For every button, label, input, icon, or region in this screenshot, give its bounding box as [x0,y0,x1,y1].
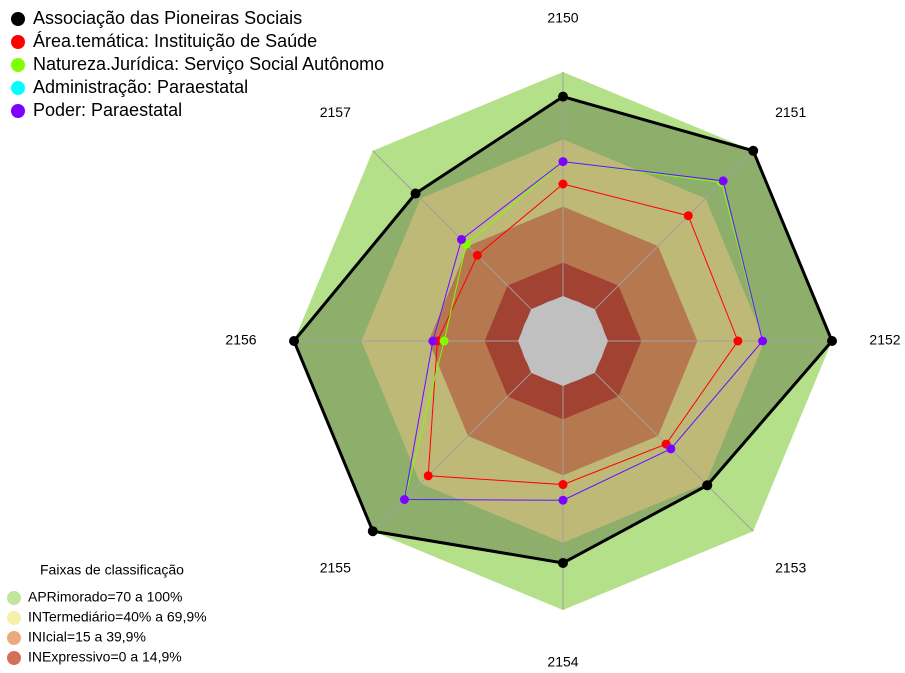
axis-label: 2157 [320,104,351,120]
series-point [683,211,693,221]
series-point [558,91,568,102]
legend-swatch [11,104,25,118]
spoke [372,372,532,532]
grid [294,72,832,610]
legend-label: Associação das Pioneiras Sociais [33,8,302,28]
band-swatch [7,611,21,625]
series-point [423,471,433,481]
center-ring [518,296,608,386]
legend-label: Administração: Paraestatal [33,77,248,97]
series-point [827,336,837,346]
legend-label: Área.temática: Instituição de Saúde [33,31,317,51]
band-swatch [7,631,21,645]
series-layer [289,91,837,568]
axis-label: 2152 [869,332,900,348]
series-point [666,444,676,454]
spoke [594,150,754,310]
series-point [456,234,466,244]
band-swatch [7,591,21,605]
series-point [558,557,568,568]
spoke [372,150,532,310]
series-point [410,188,421,199]
legend-label: Poder: Paraestatal [33,100,182,120]
series-point [558,495,568,505]
band-label: INTermediário=40% a 69,9% [28,609,207,625]
legend-swatch [11,81,25,95]
axis-label: 2153 [775,559,806,575]
series-point [718,176,728,186]
band-label: INExpressivo=0 a 14,9% [28,649,182,665]
series-point [439,336,449,346]
series-point [758,336,768,346]
legend-swatch [11,12,25,26]
series-point [558,157,568,167]
axis-label: 2154 [547,654,578,670]
series-point [558,179,568,189]
legend-label: Natureza.Jurídica: Serviço Social Autôno… [33,54,384,74]
series-point [399,495,409,505]
labels: 2150 2151 2152 2153 2154 2155 2156 2157 Associaç… [7,8,901,670]
bands-legend-title: Faixas de classificação [40,562,184,578]
series-point [428,336,438,346]
band-label: APRimorado=70 a 100% [28,589,183,605]
series-point [733,336,743,346]
series-point [367,526,378,537]
series-point [558,480,568,490]
band-label: INIcial=15 a 39,9% [28,629,146,645]
axis-label: 2155 [320,559,351,575]
series-point [472,250,482,260]
series-point [748,145,759,156]
series-point [289,336,299,346]
legend-swatch [11,58,25,72]
band-swatch [7,651,21,665]
series-point [702,480,713,491]
axis-label: 2150 [547,10,578,26]
axis-label: 2156 [225,332,256,348]
axis-label: 2151 [775,104,806,120]
legend-swatch [11,35,25,49]
